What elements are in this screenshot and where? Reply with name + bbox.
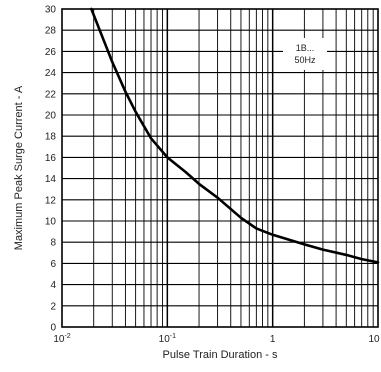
annotation-background: [283, 38, 327, 70]
x-tick-label: 10-1: [159, 333, 176, 345]
y-tick-label: 18: [45, 132, 57, 143]
annotation-line-2: 50Hz: [294, 55, 316, 65]
y-tick-label: 24: [45, 68, 57, 79]
annotation-box: 1B... 50Hz: [283, 38, 327, 70]
x-tick-label: 10: [368, 334, 380, 345]
y-tick-label: 0: [50, 323, 56, 334]
annotation-line-1: 1B...: [296, 43, 315, 53]
y-tick-label: 22: [45, 89, 57, 100]
y-tick-label: 8: [50, 238, 56, 249]
y-tick-label: 4: [50, 280, 56, 291]
x-tick-labels: 10-2 10-1 1 10: [53, 333, 380, 345]
y-tick-label: 10: [45, 217, 57, 228]
x-tick-label: 1: [270, 334, 276, 345]
plot-frame: [61, 8, 379, 328]
y-tick-label: 28: [45, 26, 57, 37]
x-tick-label: 10-2: [53, 333, 70, 345]
y-tick-label: 20: [45, 111, 57, 122]
y-axis-title: Maximum Peak Surge Current - A: [13, 85, 25, 250]
surge-current-curve: [90, 7, 380, 264]
y-tick-label: 12: [45, 195, 57, 206]
y-tick-label: 16: [45, 153, 57, 164]
x-axis-title: Pulse Train Duration - s: [163, 349, 278, 361]
y-tick-label: 2: [50, 301, 56, 312]
y-tick-label: 6: [50, 259, 56, 270]
y-tick-label: 26: [45, 47, 57, 58]
y-tick-label: 30: [45, 5, 57, 16]
curve-layer: [90, 7, 380, 264]
grid-lines: [62, 9, 378, 327]
y-tick-label: 14: [45, 174, 57, 185]
